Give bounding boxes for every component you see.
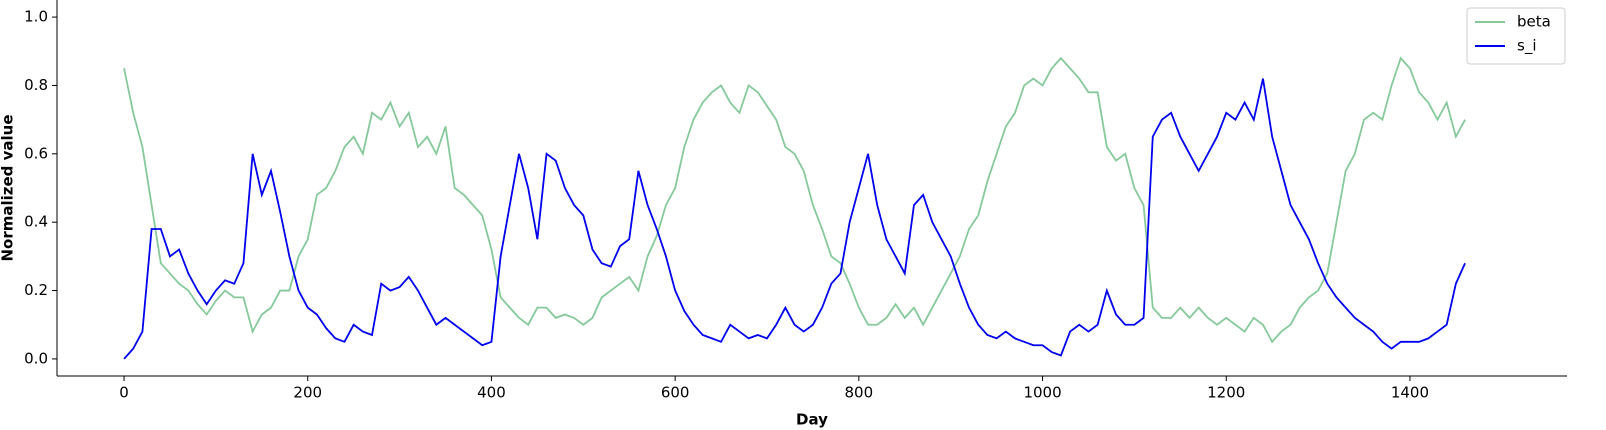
x-tick-label: 1200: [1207, 384, 1245, 402]
y-tick-label: 0.8: [24, 76, 48, 94]
y-tick-label: 0.2: [24, 281, 48, 299]
y-axis-title: Normalized value: [0, 114, 17, 261]
line-series: [123, 56, 1466, 344]
x-tick-label: 0: [119, 384, 129, 402]
x-tick-label: 1000: [1023, 384, 1061, 402]
x-tick-label: 200: [293, 384, 322, 402]
x-tick-label: 600: [661, 384, 690, 402]
x-axis-title: Day: [796, 411, 828, 429]
y-tick-label: 0.4: [24, 213, 48, 231]
y-tick-label: 1.0: [24, 8, 48, 26]
line-series: [123, 78, 1466, 360]
x-tick-label: 800: [845, 384, 874, 402]
x-tick-label: 400: [477, 384, 506, 402]
x-tick-label: 1400: [1391, 384, 1429, 402]
y-tick-label: 0.0: [24, 349, 48, 367]
legend-label: s_i: [1517, 37, 1536, 56]
y-tick-label: 0.6: [24, 144, 48, 162]
legend-label: beta: [1517, 13, 1551, 31]
